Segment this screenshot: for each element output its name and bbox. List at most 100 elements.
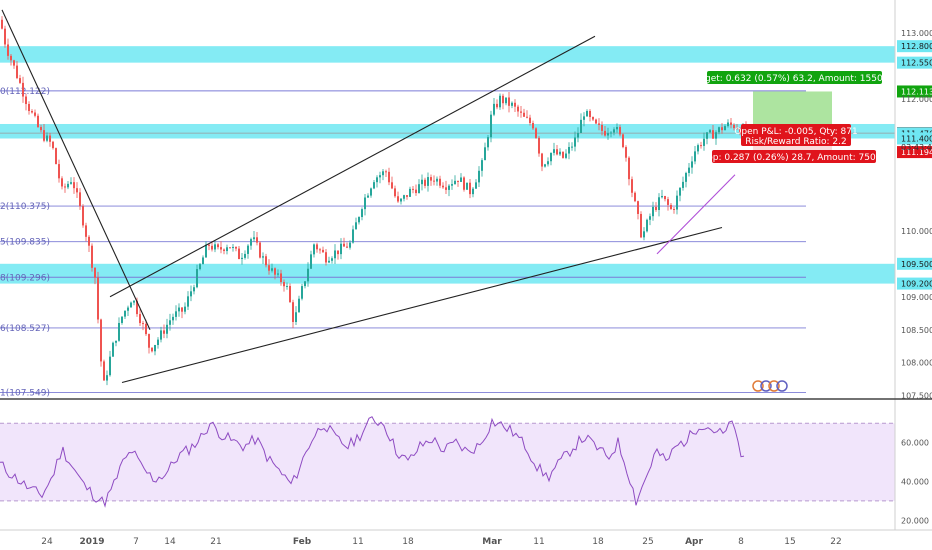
stop-label-box[interactable] xyxy=(712,150,876,163)
price-badge xyxy=(897,132,932,145)
candle-body xyxy=(154,345,156,352)
candle-body xyxy=(193,287,195,292)
candle-body xyxy=(337,250,339,255)
candle-body xyxy=(628,157,630,180)
candle-body xyxy=(616,127,618,130)
candle-body xyxy=(109,356,111,376)
candle-body xyxy=(88,236,90,246)
candle-body xyxy=(550,152,552,162)
candle-body xyxy=(637,201,639,214)
candle-body xyxy=(586,110,588,117)
price-tick-label: 112.800 xyxy=(901,42,932,51)
candle-body xyxy=(40,127,42,131)
candle-body xyxy=(679,187,681,196)
price-badge xyxy=(897,85,932,98)
candle-body xyxy=(82,206,84,226)
candle-body xyxy=(649,216,651,220)
candle-body xyxy=(667,199,669,205)
trendline-descending[interactable] xyxy=(1,9,151,330)
candle-body xyxy=(397,196,399,202)
trendline-upper-channel[interactable] xyxy=(109,35,596,298)
candle-body xyxy=(694,151,696,162)
candle-body xyxy=(664,195,666,200)
price-tick-label: 109.000 xyxy=(901,293,932,302)
price-tick-label: 109.200 xyxy=(901,280,932,289)
candle-body xyxy=(691,161,693,168)
candle-body xyxy=(733,124,735,129)
candle-body xyxy=(439,178,441,186)
candle-body xyxy=(235,246,237,249)
candle-body xyxy=(142,323,144,325)
candle-body xyxy=(541,153,543,167)
candle-body xyxy=(22,82,24,97)
candle-body xyxy=(223,249,225,252)
candle-body xyxy=(415,189,417,194)
candle-body xyxy=(553,149,555,153)
candle-body xyxy=(118,322,120,341)
target-label-text: Target: 0.632 (0.57%) 63.2, Amount: 1550… xyxy=(691,74,897,84)
events-icon[interactable] xyxy=(752,380,788,392)
candle-body xyxy=(19,78,21,83)
candle-body xyxy=(70,182,72,184)
candle-body xyxy=(265,256,267,266)
candle-body xyxy=(64,186,66,188)
candle-body xyxy=(538,137,540,154)
candle-body xyxy=(481,160,483,171)
rsi-line xyxy=(0,416,745,508)
candle-body xyxy=(7,44,9,56)
candle-body xyxy=(379,175,381,178)
candle-body xyxy=(445,187,447,190)
candle-body xyxy=(589,110,591,118)
candle-body xyxy=(25,96,27,105)
candle-body xyxy=(127,307,129,311)
candle-body xyxy=(256,237,258,243)
candle-body xyxy=(451,184,453,186)
candle-body xyxy=(634,192,636,202)
candle-body xyxy=(157,339,159,346)
candle-body xyxy=(211,245,213,250)
candle-body xyxy=(274,268,276,275)
candle-body xyxy=(172,316,174,321)
candle-body xyxy=(619,127,621,135)
candle-body xyxy=(676,195,678,210)
target-label-box[interactable] xyxy=(707,71,882,84)
price-tick-label: 113.000 xyxy=(901,29,932,38)
time-tick-label: 8 xyxy=(738,537,744,547)
time-tick-label: 22 xyxy=(830,537,841,547)
candle-body xyxy=(700,145,702,147)
candle-body xyxy=(121,316,123,323)
candle-body xyxy=(685,172,687,182)
candle-body xyxy=(334,250,336,259)
candle-body xyxy=(241,257,243,260)
candle-body xyxy=(1,19,3,29)
trendline-lower-channel[interactable] xyxy=(121,226,723,384)
candle-body xyxy=(91,245,93,268)
pnl-label-box[interactable] xyxy=(741,124,851,146)
candle-body xyxy=(601,124,603,131)
trendline-purple-support[interactable] xyxy=(656,174,736,255)
candle-body xyxy=(244,253,246,258)
candle-body xyxy=(292,302,294,322)
candle-body xyxy=(520,111,522,113)
pnl-label-text: Open P&L: -0.005, Qty: 871 xyxy=(734,127,857,137)
time-tick-label: 21 xyxy=(210,537,221,547)
candle-body xyxy=(229,247,231,249)
candle-body xyxy=(115,340,117,343)
candle-body xyxy=(10,55,12,61)
fib-level-label: 0.5(109.835) xyxy=(0,238,50,248)
candle-body xyxy=(136,300,138,315)
candle-body xyxy=(271,268,273,271)
time-tick-label: 2019 xyxy=(79,537,104,547)
candle-body xyxy=(418,184,420,194)
candle-body xyxy=(460,177,462,182)
candle-body xyxy=(631,179,633,193)
candle-body xyxy=(262,256,264,258)
candle-body xyxy=(487,137,489,148)
candle-body xyxy=(130,302,132,308)
candle-body xyxy=(76,188,78,193)
candle-body xyxy=(331,258,333,261)
price-tick-label: 111.400 xyxy=(901,134,932,143)
candle-body xyxy=(727,122,729,127)
candle-body xyxy=(247,245,249,254)
